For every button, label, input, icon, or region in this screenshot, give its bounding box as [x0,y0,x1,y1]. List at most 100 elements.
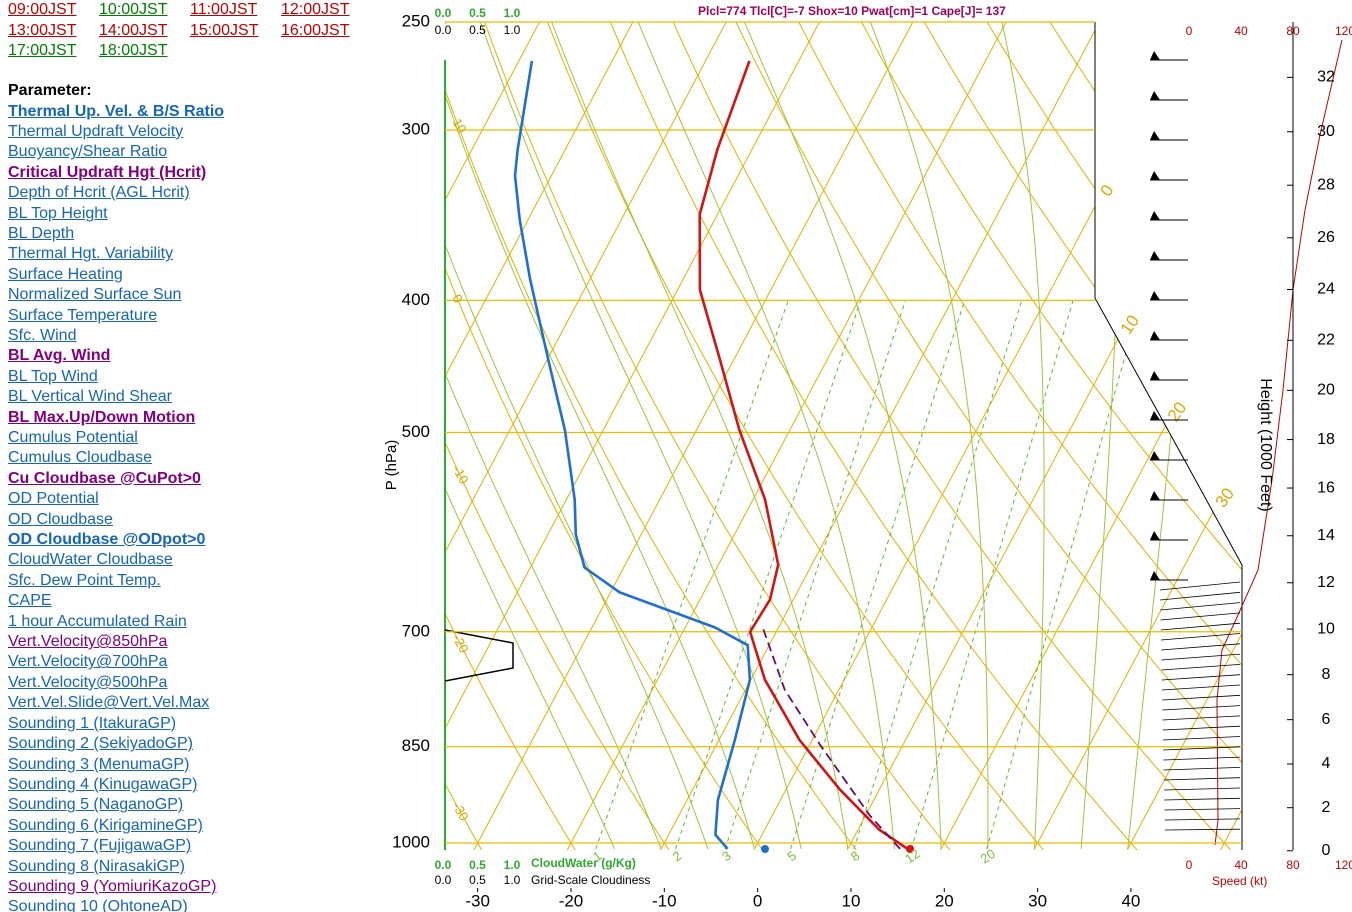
parameter-link[interactable]: Buoyancy/Shear Ratio [8,143,168,161]
parameter-link[interactable]: BL Top Wind [8,367,98,385]
parameter-link[interactable]: Sounding 3 (MenumaGP) [8,755,190,773]
time-link[interactable]: 15:00JST [190,21,259,39]
x-tick-label: -20 [559,891,584,910]
time-link[interactable]: 09:00JST [8,1,77,18]
parameter-link[interactable]: Sounding 9 (YomiuriKazoGP) [8,877,217,895]
parameter-link[interactable]: CloudWater Cloudbase [8,551,173,569]
surface-temp-dot [906,845,914,853]
parameter-link[interactable]: Normalized Surface Sun [8,286,182,304]
dry-adiabat [661,22,1236,850]
dry-adiabat [599,22,1142,850]
cloudwater-tick-label: 0.5 [469,6,486,20]
wind-barb [1161,653,1241,661]
cloudwater-tick-label: 0.0 [435,858,452,872]
wind-barb-flag [1150,531,1160,540]
dry-adiabat-label: 10 [449,116,469,136]
parameter-link[interactable]: Sounding 1 (ItakuraGP) [8,714,177,732]
time-link[interactable]: 16:00JST [281,21,350,39]
wind-barb [1161,643,1241,651]
time-link[interactable]: 11:00JST [190,1,258,18]
parameter-link[interactable]: Cumulus Potential [8,429,138,446]
parameter-link[interactable]: Sounding 4 (KinugawaGP) [8,775,198,793]
speed-profile [1214,39,1343,846]
parameter-link[interactable]: Sfc. Wind [8,326,77,344]
sounding-line [513,60,752,850]
parameter-link[interactable]: BL Avg. Wind [8,347,111,365]
parameter-link[interactable]: Cumulus Cloudbase [8,449,153,467]
moist-adiabat [445,22,662,850]
time-link[interactable]: 13:00JST [8,21,77,39]
parameter-link[interactable]: Critical Updraft Hgt (Hcrit) [8,163,207,181]
parameter-link[interactable]: Vert.Velocity@500hPa [8,673,168,691]
mixing-ratio-label: 20 [978,846,998,867]
time-link[interactable]: 10:00JST [99,1,168,18]
mixing-ratio-line [790,300,966,850]
wind-barb-flag [1150,171,1160,180]
parameter-link[interactable]: Sounding 10 (OhtoneAD) [8,898,188,912]
height-tick-label: 6 [1322,711,1331,728]
x-tick-label: 40 [1121,891,1140,910]
parameter-link[interactable]: 1 hour Accumulated Rain [8,612,187,630]
parameter-link[interactable]: BL Depth [8,224,75,242]
parameter-link[interactable]: Vert.Vel.Slide@Vert.Vel.Max [8,694,210,712]
time-link[interactable]: 14:00JST [99,21,168,39]
wind-barb [1160,612,1241,621]
parameter-link[interactable]: Surface Heating [8,265,123,283]
parameter-link[interactable]: Sounding 8 (NirasakiGP) [8,857,185,875]
speed-tick-label: 40 [1234,858,1248,872]
cloudwater-tick-label: 1.0 [504,6,521,20]
parameter-link[interactable]: Sounding 7 (FujigawaGP) [8,837,192,855]
time-link[interactable]: 18:00JST [99,42,168,59]
parameter-link[interactable]: OD Potential [8,490,99,508]
parameter-link[interactable]: CAPE [8,592,52,610]
parameter-link[interactable]: OD Cloudbase [8,510,113,528]
isotherm [445,22,820,850]
cloudiness-tick-label: 0.5 [469,873,486,887]
parameter-link[interactable]: Depth of Hcrit (AGL Hcrit) [8,184,190,202]
moist-adiabat [1127,22,1210,849]
y-tick-label: 850 [402,736,430,755]
dry-adiabat-label: 0 [449,292,466,306]
isotherm-label: 0 [1096,181,1117,200]
parameter-link[interactable]: BL Max.Up/Down Motion [8,408,196,426]
wind-barb [1163,777,1241,781]
wind-barb [1164,828,1241,831]
speed-tick-label: 80 [1286,858,1300,872]
parameter-link[interactable]: OD Cloudbase @ODpot>0 [8,531,206,549]
mixing-ratio-label: 2 [670,848,685,864]
cloudwater-label: CloudWater (g/Kg) [531,856,636,870]
parameter-link[interactable]: Surface Temperature [8,306,158,324]
parameter-link[interactable]: Thermal Hgt. Variability [8,245,174,263]
moist-adiabat [480,22,802,850]
cloudwater-tick-label: 0.5 [469,858,486,872]
cloudwater-tick-label: 1.0 [504,858,521,872]
parameter-link[interactable]: Vert.Velocity@700hPa [8,653,168,671]
dry-adiabat [1345,0,1352,855]
parameter-link[interactable]: Sounding 2 (SekiyadoGP) [8,735,193,753]
time-links: 09:00JST 10:00JST 11:00JST 12:00JST 13:00JST… [8,0,378,62]
time-link[interactable]: 17:00JST [8,42,77,59]
parameter-link[interactable]: Sounding 5 (NaganoGP) [8,796,184,814]
time-link[interactable]: 12:00JST [281,1,350,18]
sounding-line [698,60,909,850]
parameter-heading: Parameter: [8,82,92,99]
parameter-link[interactable]: Cu Cloudbase @CuPot>0 [8,469,201,487]
parameter-link[interactable]: Sfc. Dew Point Temp. [8,571,161,589]
parameter-link[interactable]: BL Top Height [8,204,108,222]
wind-barb [1164,797,1241,801]
wind-barb-flag [1150,291,1160,300]
parameter-link[interactable]: BL Vertical Wind Shear [8,388,172,406]
wind-barb-flag [1150,411,1160,420]
mixing-ratio-line [853,300,1023,850]
dry-adiabat [910,22,1242,850]
parameter-link[interactable]: Thermal Updraft Velocity [8,122,184,140]
wind-barb [1163,787,1241,791]
wind-barb [1159,581,1241,591]
parameter-link[interactable]: Sounding 6 (KirigamineGP) [8,816,203,834]
parameter-link[interactable]: Thermal Up. Vel. & B/S Ratio [8,102,225,120]
height-tick-label: 24 [1317,281,1335,298]
chart-header: Plcl=774 Tlcl[C]=-7 Shox=10 Pwat[cm]=1 C… [698,4,1006,18]
parameter-link[interactable]: Vert.Velocity@850hPa [8,633,168,651]
x-tick-label: 0 [753,891,762,910]
